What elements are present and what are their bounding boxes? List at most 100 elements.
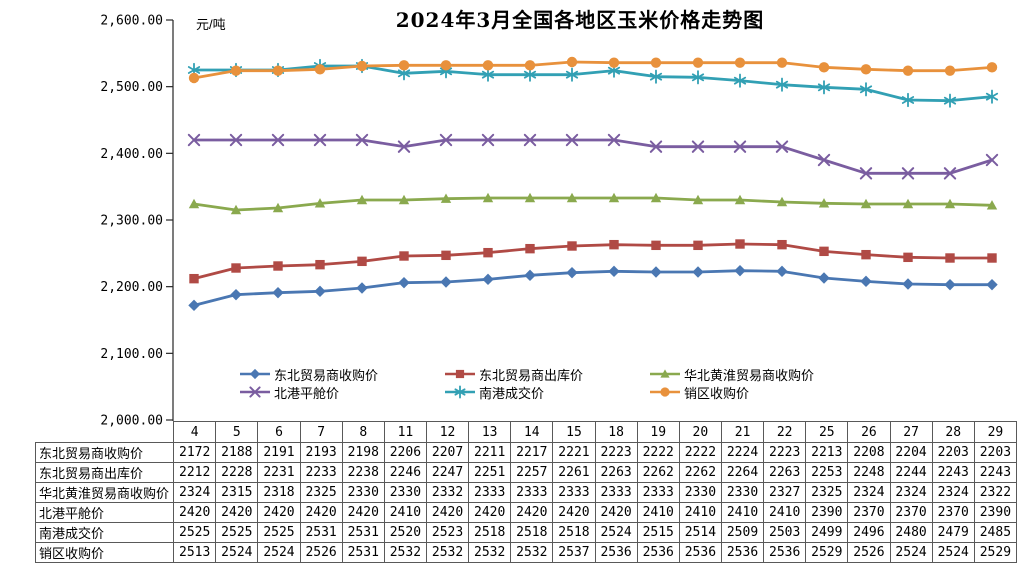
table-value-cell: 2525 xyxy=(257,522,301,543)
data-point-marker-square xyxy=(315,259,325,270)
y-axis: 2,000.00 2,100.00 2,200.00 2,300.00 2,400.00… xyxy=(100,14,174,429)
table-value-cell: 2509 xyxy=(720,522,765,543)
data-point-marker-triangle xyxy=(566,192,578,203)
table-value-cell: 2410 xyxy=(720,502,765,523)
table-value-cell: 2526 xyxy=(299,542,343,563)
table-value-cell: 2524 xyxy=(215,542,259,563)
data-point-marker-triangle xyxy=(440,193,452,203)
data-point-marker-circle xyxy=(356,60,368,72)
table-header-row: 4 5 6 7 8 11 12 13 14 15 18 19 20 21 22 25 26 27 28 29 xyxy=(36,421,1017,443)
series-line-2 xyxy=(192,196,994,212)
data-point-marker-square xyxy=(735,239,745,249)
table-value-cell: 2529 xyxy=(805,542,849,563)
table-value-cell: 2420 xyxy=(552,502,596,523)
table-day-header: 22 xyxy=(763,421,807,443)
table-value-cell: 2410 xyxy=(636,502,680,523)
series-4 xyxy=(187,58,999,108)
data-point-marker-asterisk xyxy=(901,92,915,108)
data-point-marker-x xyxy=(313,133,327,147)
data-point-marker-diamond xyxy=(818,272,830,284)
data-point-marker-asterisk xyxy=(481,67,495,82)
data-point-marker-diamond xyxy=(566,266,578,279)
table-value-cell: 2503 xyxy=(763,522,807,543)
data-point-marker-asterisk xyxy=(859,82,873,97)
legend-item-2: 华北黄淮贸易商收购价 xyxy=(650,367,814,383)
table-row-5: 销区收购价 2513 2524 2524 2526 2531 2532 2532 2532 253… xyxy=(34,542,1017,563)
table-value-cell: 2211 xyxy=(468,442,512,463)
table-value-cell: 2420 xyxy=(173,502,217,523)
legend-label: 北港平舱价 xyxy=(274,385,340,401)
table-value-cell: 2515 xyxy=(636,522,680,543)
data-point-marker-triangle xyxy=(692,194,704,205)
data-point-marker-circle xyxy=(314,64,326,75)
data-point-marker-square xyxy=(693,240,703,251)
series-1 xyxy=(189,239,997,284)
table-value-cell: 2537 xyxy=(552,542,596,563)
data-point-marker-diamond xyxy=(860,275,872,288)
data-point-marker-circle xyxy=(776,57,788,68)
data-point-marker-square xyxy=(987,253,997,263)
table-day-header: 13 xyxy=(468,421,512,443)
data-point-marker-triangle xyxy=(188,198,200,209)
table-row-label: 华北黄淮贸易商收购价 xyxy=(34,482,175,503)
table-day-header: 15 xyxy=(552,421,596,443)
data-point-marker-x xyxy=(249,386,261,398)
table-value-cell: 2536 xyxy=(678,542,722,563)
table-value-cell: 2222 xyxy=(678,442,722,463)
data-point-marker-x xyxy=(187,133,201,147)
table-value-cell: 2410 xyxy=(678,502,722,523)
data-point-marker-circle xyxy=(660,387,670,397)
table-value-cell: 2207 xyxy=(425,442,470,463)
table-value-cell: 2251 xyxy=(468,462,512,483)
table-value-cell: 2198 xyxy=(341,442,385,463)
table-value-cell: 2333 xyxy=(636,482,680,503)
data-point-marker-asterisk xyxy=(985,89,999,104)
data-point-marker-diamond xyxy=(986,278,998,291)
data-point-marker-circle xyxy=(230,65,242,76)
data-point-marker-diamond xyxy=(398,276,410,289)
table-value-cell: 2524 xyxy=(257,542,301,563)
data-point-marker-diamond xyxy=(440,276,452,288)
table-day-header: 11 xyxy=(383,421,427,443)
data-point-marker-diamond xyxy=(608,265,620,278)
data-point-marker-circle xyxy=(398,60,410,71)
table-value-cell: 2324 xyxy=(173,482,217,503)
table-value-cell: 2228 xyxy=(215,462,259,483)
table-value-cell: 2514 xyxy=(678,522,722,543)
table-value-cell: 2518 xyxy=(510,522,554,543)
table-value-cell: 2370 xyxy=(889,502,933,523)
table-value-cell: 2208 xyxy=(847,442,891,463)
table-value-cell: 2531 xyxy=(341,522,385,543)
y-axis-tick-label: 2,400.00 xyxy=(100,147,163,162)
table-value-cell: 2524 xyxy=(594,522,638,543)
data-point-marker-circle xyxy=(692,57,704,68)
table-value-cell: 2332 xyxy=(425,482,470,503)
table-value-cell: 2420 xyxy=(299,502,343,523)
table-value-cell: 2330 xyxy=(383,482,427,503)
data-point-marker-x xyxy=(691,140,705,153)
table-value-cell: 2531 xyxy=(341,542,385,563)
y-axis-tick-label: 2,200.00 xyxy=(100,280,163,295)
data-point-marker-diamond xyxy=(944,278,956,291)
table-value-cell: 2213 xyxy=(805,442,849,463)
y-axis-tick-label: 2,500.00 xyxy=(100,80,163,95)
table-day-header: 21 xyxy=(720,421,765,443)
table-value-cell: 2188 xyxy=(215,442,259,463)
table-value-cell: 2532 xyxy=(510,542,554,563)
data-point-marker-circle xyxy=(818,62,830,73)
table-day-header: 8 xyxy=(341,421,385,443)
table-value-cell: 2224 xyxy=(720,442,765,463)
table-value-cell: 2261 xyxy=(552,462,596,483)
series-line-4 xyxy=(192,64,994,103)
table-value-cell: 2243 xyxy=(931,462,975,483)
data-point-marker-asterisk xyxy=(691,70,705,85)
series-2 xyxy=(188,192,998,215)
data-point-marker-triangle xyxy=(356,194,368,205)
table-value-cell: 2523 xyxy=(425,522,470,543)
line-chart-plot: 2,000.00 2,100.00 2,200.00 2,300.00 2,400.00… xyxy=(100,14,999,429)
data-point-marker-circle xyxy=(272,65,284,76)
data-point-marker-asterisk xyxy=(523,67,537,82)
series-line-0 xyxy=(192,269,994,307)
table-value-cell: 2222 xyxy=(636,442,680,463)
